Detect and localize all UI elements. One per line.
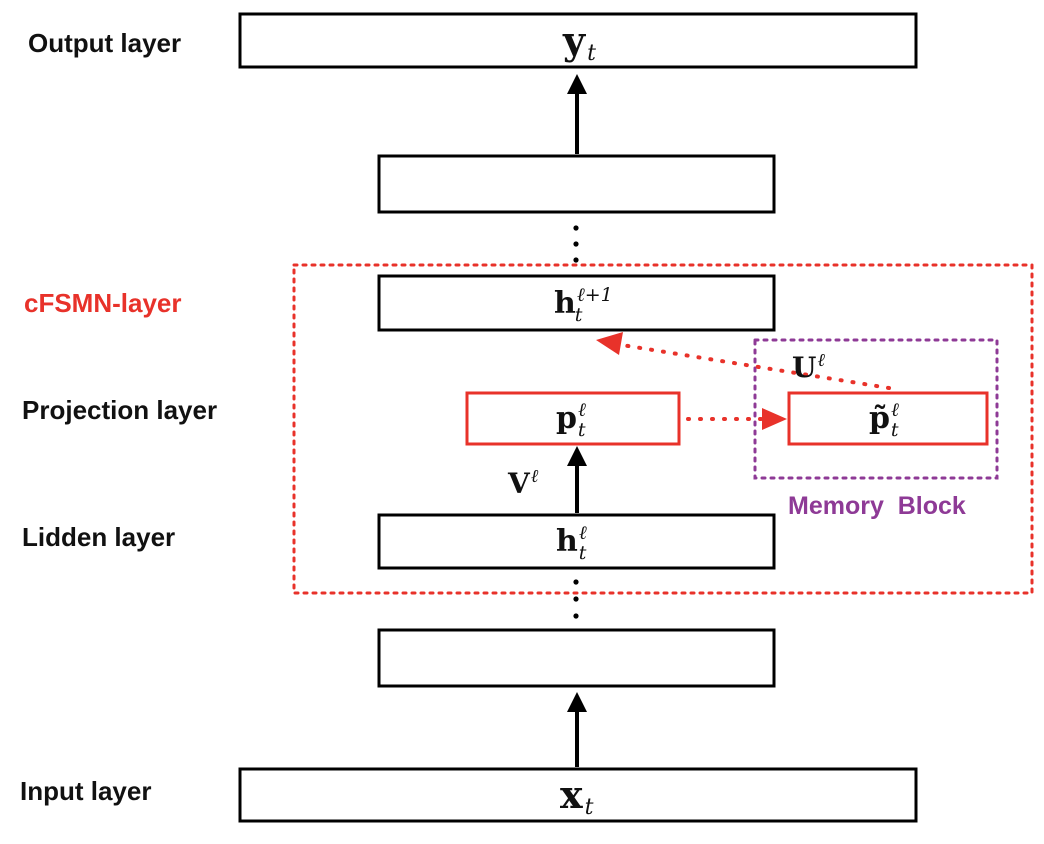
output-symbol: yt bbox=[562, 18, 596, 66]
weight-u-label: Uℓ bbox=[792, 350, 825, 384]
ellipsis-dot bbox=[573, 613, 579, 619]
arrow-input-to-hidden-head bbox=[567, 692, 587, 712]
cfsmn-layer-label: cFSMN-layer bbox=[24, 288, 182, 318]
input-symbol: xt bbox=[560, 772, 594, 820]
memory-symbol: p̃ℓ t bbox=[869, 399, 899, 441]
ellipsis-dot bbox=[573, 225, 579, 231]
arrow-hidden-to-projection-head bbox=[567, 446, 587, 466]
projection-layer-label: Projection layer bbox=[22, 395, 217, 425]
weight-v-label: Vℓ bbox=[507, 466, 539, 500]
projection-to-memory-arrow-head bbox=[762, 408, 787, 430]
hidden-next-symbol: hℓ+1 t bbox=[554, 284, 613, 326]
hidden-next-box bbox=[377, 274, 776, 332]
projection-box bbox=[465, 391, 681, 446]
output-box bbox=[238, 12, 918, 69]
hidden-box bbox=[377, 513, 776, 570]
output-layer-label: Output layer bbox=[28, 28, 181, 58]
ellipsis-dot bbox=[573, 241, 579, 247]
arrow-to-output-head bbox=[567, 74, 587, 94]
memory-block-region bbox=[753, 338, 999, 480]
projection-symbol: pℓ t bbox=[556, 399, 586, 441]
upper-hidden-box bbox=[377, 154, 776, 214]
memory-box bbox=[787, 391, 989, 446]
input-layer-label: Input layer bbox=[20, 776, 151, 806]
hidden-layer-label: Lidden layer bbox=[22, 522, 175, 552]
cfsmn-region bbox=[292, 263, 1034, 595]
ellipsis-dot bbox=[573, 257, 579, 263]
memory-block-label: Memory Block bbox=[788, 492, 966, 520]
ellipsis-dot bbox=[573, 596, 579, 602]
lower-hidden-box bbox=[377, 628, 776, 688]
ellipsis-dot bbox=[573, 579, 579, 585]
memory-to-hidden-next-arrow-head bbox=[596, 332, 623, 355]
input-box bbox=[238, 767, 918, 823]
hidden-symbol: hℓ t bbox=[556, 522, 587, 564]
